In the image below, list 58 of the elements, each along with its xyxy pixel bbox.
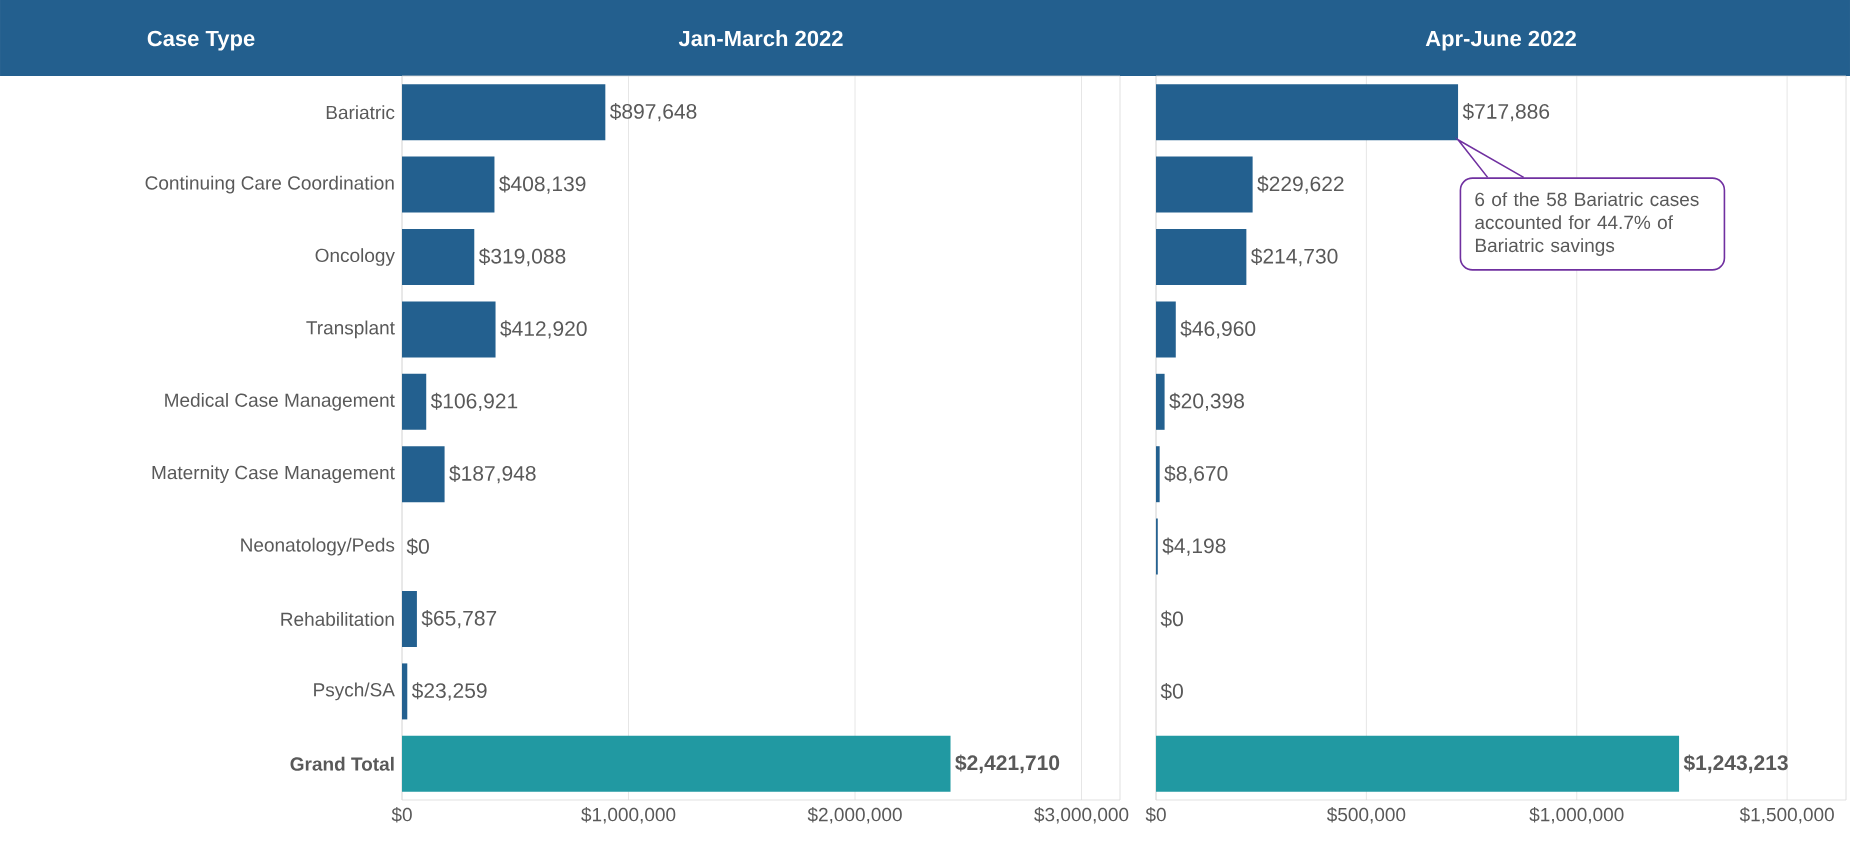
y-tick-label: Maternity Case Management [152,465,395,484]
data-label: $0 [1160,682,1183,700]
data-label: $214,730 [1250,247,1338,267]
data-label: $319,088 [478,247,566,267]
data-label: $65,787 [421,609,497,629]
x-tick-label: $1,000,000 [581,807,676,824]
y-tick-label: Medical Case Management [165,392,395,411]
annotation: 6 of the 58 Bariatric cases accounted for 44.7% of Bariatric savings [1475,192,1699,256]
x-tick-label: $0 [391,807,412,823]
bar [1156,84,1459,141]
bar [1156,301,1176,358]
bar [402,735,951,792]
y-tick-label: Neonatology/Peds [241,537,395,556]
bar [1156,446,1160,503]
y-tick-label: Grand Total [290,756,394,771]
x-tick-label: $1,000,000 [1529,807,1624,824]
bar [1156,156,1253,213]
data-label: $412,920 [500,320,587,339]
data-label: $897,648 [609,103,697,122]
data-label: $8,670 [1164,465,1228,484]
y-axis-title: Case Type [147,30,255,51]
data-label: $0 [406,538,429,556]
x-tick-label: $2,000,000 [807,807,902,824]
x-tick-label: $0 [1145,807,1166,823]
bar [402,156,495,213]
data-label: $229,622 [1257,175,1344,194]
bar [1156,373,1165,430]
x-tick-label: $3,000,000 [1034,807,1129,824]
data-label: $20,398 [1169,392,1244,411]
data-label: $23,259 [411,682,487,701]
y-tick-label: Psych/SA [314,682,395,701]
y-tick-label: Oncology [315,248,395,266]
bar [402,373,427,430]
y-tick-label: Bariatric [326,105,395,120]
data-label: $408,139 [499,175,586,194]
x-tick-label: $500,000 [1326,807,1406,824]
bar [402,591,417,648]
data-label: $717,886 [1462,103,1550,122]
data-label: $1,243,213 [1683,754,1788,774]
bar [1156,229,1247,286]
bar [402,84,606,141]
data-label: $46,960 [1180,320,1256,339]
bar [402,301,496,358]
y-tick-label: Continuing Care Coordination [145,175,394,194]
data-label: $106,921 [430,392,518,411]
data-label: $2,421,710 [955,754,1060,774]
y-tick-label: Rehabilitation [281,612,394,626]
bar [402,663,408,720]
chart-title: Apr-June 2022 [1425,30,1576,51]
x-tick-label: $1,500,000 [1739,807,1834,824]
data-label: $0 [1160,610,1183,628]
bar [402,229,475,286]
data-label: $187,948 [449,465,536,484]
bar [402,446,445,503]
chart-title: Jan-March 2022 [678,30,843,47]
y-tick-label: Transplant [306,320,395,339]
bar [1156,735,1680,792]
data-label: $4,198 [1162,537,1226,556]
